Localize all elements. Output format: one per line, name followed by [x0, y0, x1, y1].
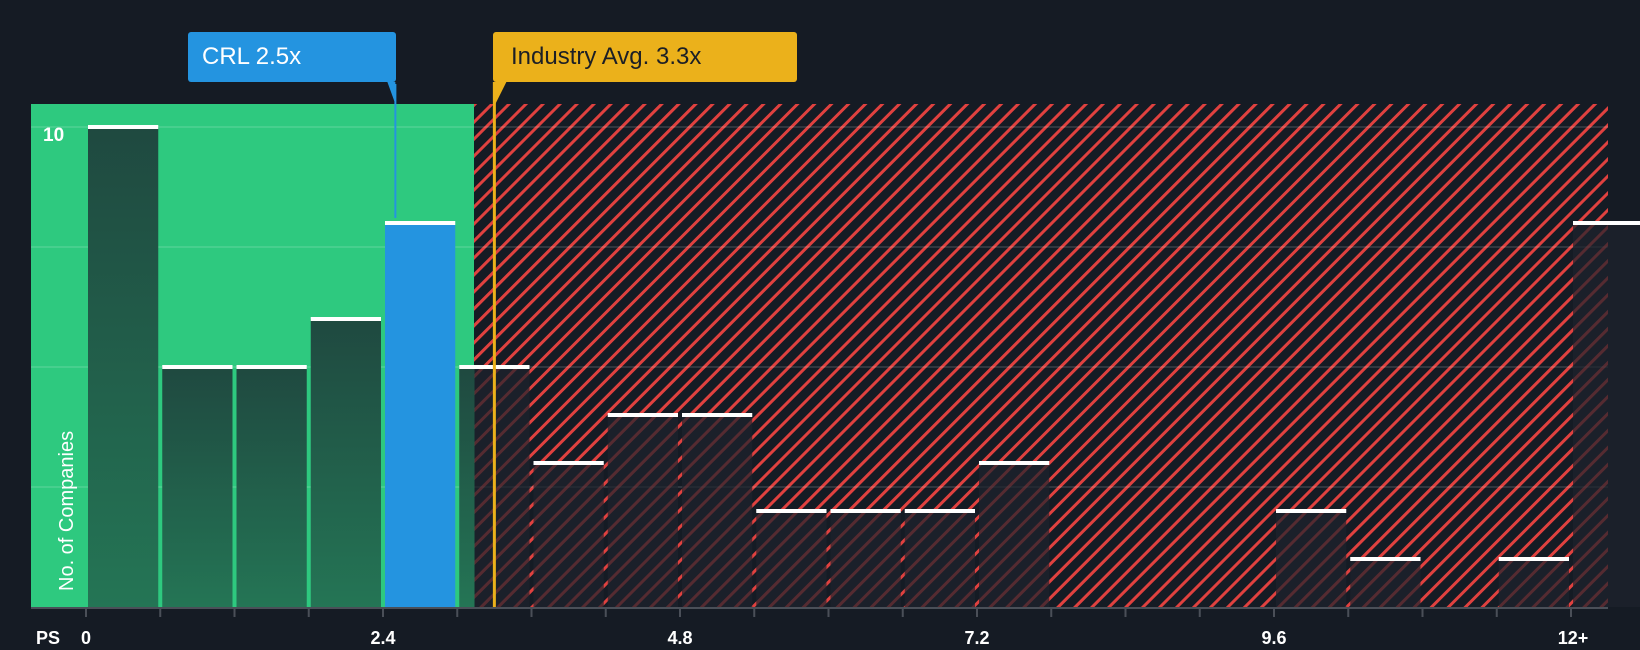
x-tick-7-2: 7.2 [964, 628, 990, 648]
industry-pointer [493, 82, 507, 106]
y-axis-title: No. of Companies [56, 430, 78, 591]
histogram-bar [979, 461, 1050, 607]
histogram-bar [385, 221, 456, 607]
bar-cap [236, 365, 307, 369]
x-axis-title: PS [36, 628, 61, 648]
bar-cap [1498, 557, 1569, 561]
bar-cap [607, 413, 678, 417]
histogram-bar [533, 461, 604, 607]
bar-cap [1350, 557, 1421, 561]
bar-cap [756, 509, 827, 513]
histogram-bar [88, 125, 159, 607]
bar-cap [904, 509, 975, 513]
bar-cap [162, 365, 233, 369]
histogram-bar [756, 509, 827, 607]
bar-cap [88, 125, 159, 129]
x-tick-12-plus: 12+ [1557, 628, 1589, 648]
histogram-bar [236, 365, 307, 607]
industry-avg-label: Industry Avg. 3.3x [493, 32, 797, 82]
histogram-bar [607, 413, 678, 607]
bars [88, 125, 1640, 607]
x-axis [31, 607, 1608, 617]
bar-cap [533, 461, 604, 465]
histogram-bar [682, 413, 753, 607]
histogram-bar [310, 317, 381, 607]
histogram-bar [162, 365, 233, 607]
bar-cap [979, 461, 1050, 465]
bar-cap [310, 317, 381, 321]
bar-cap [1276, 509, 1347, 513]
y-tick-10: 10 [43, 125, 65, 146]
histogram-bar [830, 509, 901, 607]
histogram-bar [459, 365, 530, 607]
histogram-bar [1573, 221, 1640, 607]
histogram-bar [1350, 557, 1421, 607]
markers [387, 82, 507, 607]
x-tick-0: 0 [80, 628, 92, 648]
histogram-bar [904, 509, 975, 607]
bar-cap [682, 413, 753, 417]
bar-cap [830, 509, 901, 513]
histogram-bar [1498, 557, 1569, 607]
company-ps-label: CRL 2.5x [188, 32, 396, 82]
bar-cap [1573, 221, 1640, 225]
x-tick-4-8: 4.8 [667, 628, 693, 648]
x-tick-2-4: 2.4 [370, 628, 396, 648]
company-pointer [387, 82, 396, 104]
histogram-bar [1276, 509, 1347, 607]
bar-cap [385, 221, 456, 225]
x-tick-9-6: 9.6 [1261, 628, 1287, 648]
